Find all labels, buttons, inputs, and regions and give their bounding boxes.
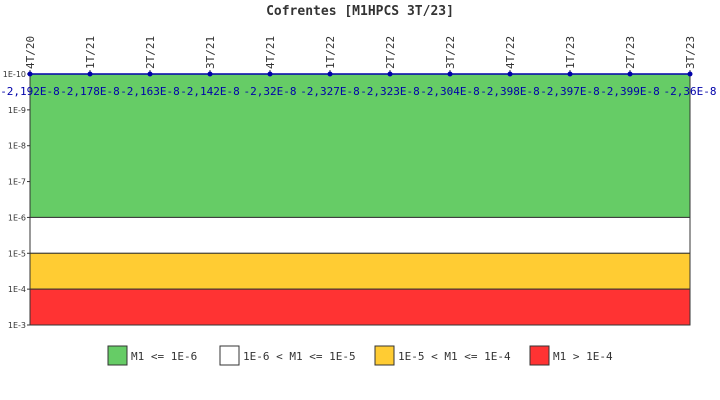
data-point [327,71,333,77]
legend-label: 1E-5 < M1 <= 1E-4 [398,350,511,363]
legend-label: 1E-6 < M1 <= 1E-5 [243,350,356,363]
data-label: -2,142E-8 [180,85,240,98]
x-tick-label: 4T/21 [264,36,277,69]
x-tick-label: 2T/23 [624,36,637,69]
x-tick-label: 1T/23 [564,36,577,69]
x-tick-label: 2T/22 [384,36,397,69]
data-point [687,71,693,77]
x-axis: 4T/20 1T/21 2T/21 3T/21 4T/21 1T/22 2T/22 3T/22… [24,36,697,74]
data-point [627,71,633,77]
data-label: -2,399E-8 [600,85,660,98]
data-labels: -2,192E-8 -2,178E-8 -2,163E-8 -2,142E-8 -2,3… [0,85,716,98]
data-point [27,71,33,77]
data-point [507,71,513,77]
legend-swatch [219,345,240,366]
y-tick-label: 1E-6 [8,213,26,222]
data-label: -2,163E-8 [120,85,180,98]
data-point [447,71,453,77]
band-1 [29,216,691,254]
y-tick-label: 1E-4 [8,285,26,294]
data-point [567,71,573,77]
x-tick-label: 1T/22 [324,36,337,69]
y-axis: 1E-10 1E-9 1E-8 1E-7 1E-6 1E-5 1E-4 1E-3 [3,70,30,330]
x-tick-label: 1T/21 [84,36,97,69]
series-line [27,71,693,77]
band-0 [29,73,691,218]
data-label: -2,192E-8 [0,85,60,98]
x-tick-label: 3T/22 [444,36,457,69]
band-3 [29,288,691,326]
legend: M1 <= 1E-6 1E-6 < M1 <= 1E-5 1E-5 < M1 <= … [107,345,613,366]
x-tick-label: 3T/23 [684,36,697,69]
data-label: -2,327E-8 [300,85,360,98]
x-tick-label: 2T/21 [144,36,157,69]
y-tick-label: 1E-5 [8,249,26,258]
data-point [267,71,273,77]
legend-label: M1 > 1E-4 [553,350,613,363]
threshold-bands [29,73,691,326]
data-label: -2,323E-8 [360,85,420,98]
data-point [87,71,93,77]
y-tick-label: 1E-7 [8,178,26,187]
y-tick-label: 1E-10 [3,70,26,79]
data-label: -2,36E-8 [664,85,717,98]
data-label: -2,398E-8 [480,85,540,98]
data-point [387,71,393,77]
chart-title: Cofrentes [M1HPCS 3T/23] [266,4,454,19]
data-label: -2,178E-8 [60,85,120,98]
x-tick-label: 4T/22 [504,36,517,69]
data-label: -2,304E-8 [420,85,480,98]
x-tick-label: 3T/21 [204,36,217,69]
data-point [147,71,153,77]
x-tick-label: 4T/20 [24,36,37,69]
y-tick-label: 1E-9 [8,106,26,115]
legend-swatch [107,345,128,366]
y-tick-label: 1E-3 [8,321,26,330]
data-label: -2,32E-8 [244,85,297,98]
band-2 [29,252,691,290]
data-label: -2,397E-8 [540,85,600,98]
y-tick-label: 1E-8 [8,142,26,151]
legend-swatch [529,345,550,366]
legend-swatch [374,345,395,366]
legend-label: M1 <= 1E-6 [131,350,197,363]
data-point [207,71,213,77]
